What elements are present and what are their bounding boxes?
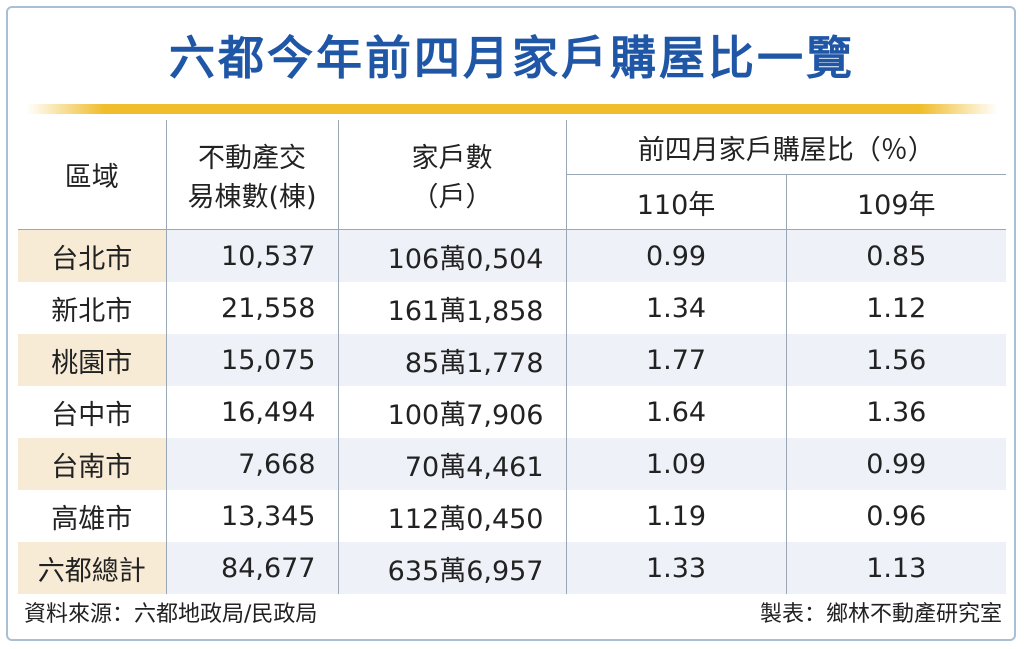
transactions-cell: 13,345: [166, 490, 339, 542]
ratio-110-cell: 1.19: [566, 490, 787, 542]
table-row: 六都總計 84,677 635萬6,957 1.33 1.13: [18, 542, 1006, 594]
district-cell: 台北市: [18, 229, 167, 282]
district-cell: 六都總計: [18, 542, 167, 594]
transactions-cell: 15,075: [166, 334, 339, 386]
transactions-cell: 7,668: [166, 438, 339, 490]
table-body: 台北市 10,537 106萬0,504 0.99 0.85 新北市 21,558 161萬1…: [18, 229, 1006, 594]
households-cell: 70萬4,461: [338, 438, 567, 490]
header-households-line1: 家戶數: [411, 142, 493, 174]
households-cell: 85萬1,778: [338, 334, 567, 386]
maker-note: 製表：鄉林不動產研究室: [759, 602, 1002, 627]
table-row: 新北市 21,558 161萬1,858 1.34 1.12: [18, 282, 1006, 334]
header-ratio: 前四月家戶購屋比（％）: [566, 120, 1006, 175]
header-transactions: 不動產交 易棟數(棟): [166, 120, 339, 230]
header-households: 家戶數 （戶）: [338, 120, 567, 230]
header-transactions-line1: 不動產交: [198, 142, 306, 174]
data-table: 區域 不動產交 易棟數(棟) 家戶數 （戶） 前四月家戶購屋比（％） 110年 …: [18, 120, 1006, 594]
ratio-110-cell: 0.99: [566, 229, 787, 282]
transactions-cell: 10,537: [166, 229, 339, 282]
ratio-109-cell: 1.13: [786, 542, 1006, 594]
district-cell: 桃園市: [18, 334, 167, 386]
header-year-109: 109年: [786, 174, 1006, 230]
ratio-110-cell: 1.09: [566, 438, 787, 490]
ratio-110-cell: 1.64: [566, 386, 787, 438]
district-cell: 新北市: [18, 282, 167, 334]
header-district: 區域: [18, 120, 167, 230]
ratio-110-cell: 1.77: [566, 334, 787, 386]
ratio-109-cell: 0.85: [786, 229, 1006, 282]
ratio-110-cell: 1.34: [566, 282, 787, 334]
ratio-109-cell: 0.99: [786, 438, 1006, 490]
table-row: 桃園市 15,075 85萬1,778 1.77 1.56: [18, 334, 1006, 386]
transactions-cell: 84,677: [166, 542, 339, 594]
ratio-109-cell: 1.56: [786, 334, 1006, 386]
households-cell: 112萬0,450: [338, 490, 567, 542]
households-cell: 161萬1,858: [338, 282, 567, 334]
header-transactions-line2: 易棟數(棟): [187, 181, 317, 213]
ratio-109-cell: 1.12: [866, 292, 927, 324]
table-row: 台南市 7,668 70萬4,461 1.09 0.99: [18, 438, 1006, 490]
header-year-110: 110年: [566, 174, 787, 230]
district-cell: 高雄市: [18, 490, 167, 542]
district-cell: 台中市: [18, 386, 167, 438]
source-note: 資料來源：六都地政局/民政局: [24, 602, 318, 627]
transactions-cell: 21,558: [166, 282, 339, 334]
table-row: 台北市 10,537 106萬0,504 0.99 0.85: [18, 229, 1006, 282]
households-cell: 635萬6,957: [338, 542, 567, 594]
transactions-cell: 16,494: [166, 386, 339, 438]
ratio-109-cell: 0.96: [866, 500, 927, 532]
table-row: 台中市 16,494 100萬7,906 1.64 1.36: [18, 386, 1006, 438]
table-row: 高雄市 13,345 112萬0,450 1.19 0.96: [18, 490, 1006, 542]
ratio-109-cell: 1.36: [866, 396, 927, 428]
households-cell: 100萬7,906: [338, 386, 567, 438]
households-cell: 106萬0,504: [338, 229, 567, 282]
district-cell: 台南市: [18, 438, 167, 490]
chart-title: 六都今年前四月家戶購屋比一覽: [169, 31, 855, 85]
ratio-110-cell: 1.33: [566, 542, 787, 594]
header-households-line2: （戶）: [411, 181, 493, 213]
title-underline: [26, 104, 998, 114]
